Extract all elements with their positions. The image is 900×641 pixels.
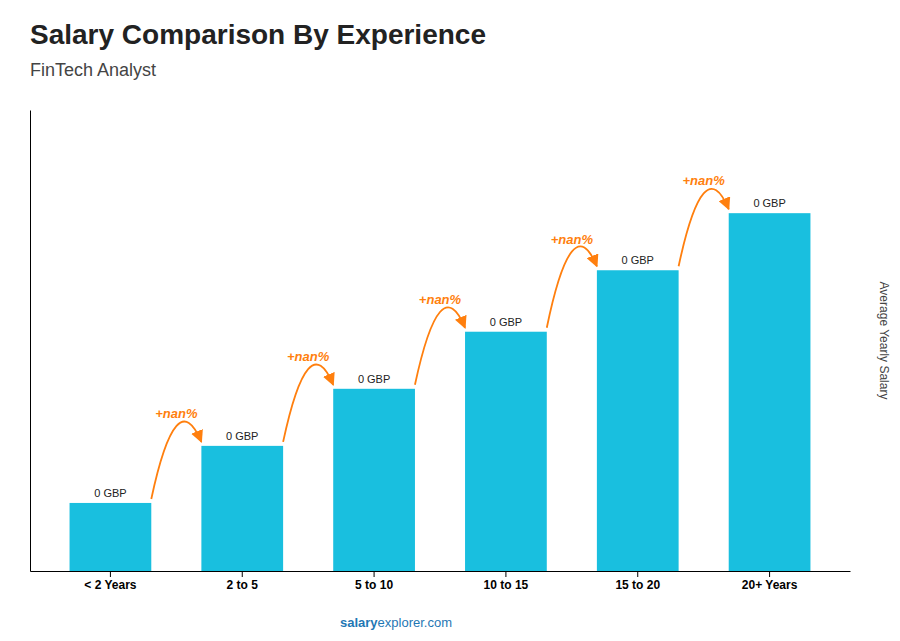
arrow: [679, 189, 729, 266]
watermark-part: explorer.com: [378, 615, 452, 630]
bar: [201, 446, 283, 571]
annotations: +nan% +nan% +nan% +nan% +nan%: [151, 173, 728, 499]
data-label: 0 GBP: [358, 373, 390, 385]
x-tick-mark: [769, 571, 770, 577]
data-label: 0 GBP: [94, 487, 126, 499]
arrow: [283, 364, 333, 441]
bar: [333, 389, 415, 571]
arrow: [415, 307, 465, 384]
x-tick: 10 to 15: [484, 571, 529, 592]
watermark-part: salary: [340, 615, 378, 630]
x-axis-line: [31, 571, 851, 572]
x-tick-label: 10 to 15: [484, 578, 529, 592]
x-tick-mark: [374, 571, 375, 577]
annotation: +nan%: [287, 349, 330, 364]
x-tick: 5 to 10: [355, 571, 393, 592]
x-tick: < 2 Years: [84, 571, 136, 592]
annotation: +nan%: [551, 232, 594, 247]
data-label: 0 GBP: [622, 254, 654, 266]
y-axis-line: [30, 111, 31, 572]
title: Salary Comparison By Experience: [30, 19, 486, 50]
x-tick: 20+ Years: [742, 571, 798, 592]
x-tick-mark: [242, 571, 243, 577]
bar: [597, 270, 679, 571]
data-labels: 0 GBP 0 GBP 0 GBP 0 GBP 0 GBP 0 GBP: [94, 197, 786, 499]
y-axis-title: Average Yearly Salary: [877, 282, 891, 400]
annotation: +nan%: [155, 406, 198, 421]
bar: [465, 332, 547, 571]
bar: [729, 213, 811, 571]
watermark: salaryexplorer.com: [340, 615, 452, 630]
x-tick-mark: [110, 571, 111, 577]
data-label: 0 GBP: [490, 316, 522, 328]
annotation: +nan%: [419, 292, 462, 307]
chart: Salary Comparison By Experience FinTech A…: [0, 0, 900, 641]
x-tick-mark: [505, 571, 506, 577]
x-axis: < 2 Years 2 to 5 5 to 10 10 to 15 15 to 20 20…: [31, 571, 851, 592]
subtitle: FinTech Analyst: [30, 60, 156, 80]
data-label: 0 GBP: [753, 197, 785, 209]
x-tick-label: 20+ Years: [742, 578, 798, 592]
y-axis: [30, 111, 31, 572]
x-tick-mark: [637, 571, 638, 577]
x-tick-label: 5 to 10: [355, 578, 393, 592]
bar: [70, 503, 152, 571]
arrow: [151, 422, 201, 499]
x-tick-label: 15 to 20: [615, 578, 660, 592]
x-tick: 15 to 20: [615, 571, 660, 592]
bars: [70, 213, 811, 571]
x-tick-label: 2 to 5: [227, 578, 259, 592]
x-tick: 2 to 5: [227, 571, 259, 592]
x-tick-label: < 2 Years: [84, 578, 136, 592]
data-label: 0 GBP: [226, 430, 258, 442]
plot: < 2 Years 2 to 5 5 to 10 10 to 15 15 to 20 20…: [31, 111, 851, 592]
annotation: +nan%: [683, 173, 726, 188]
arrow: [547, 246, 597, 327]
